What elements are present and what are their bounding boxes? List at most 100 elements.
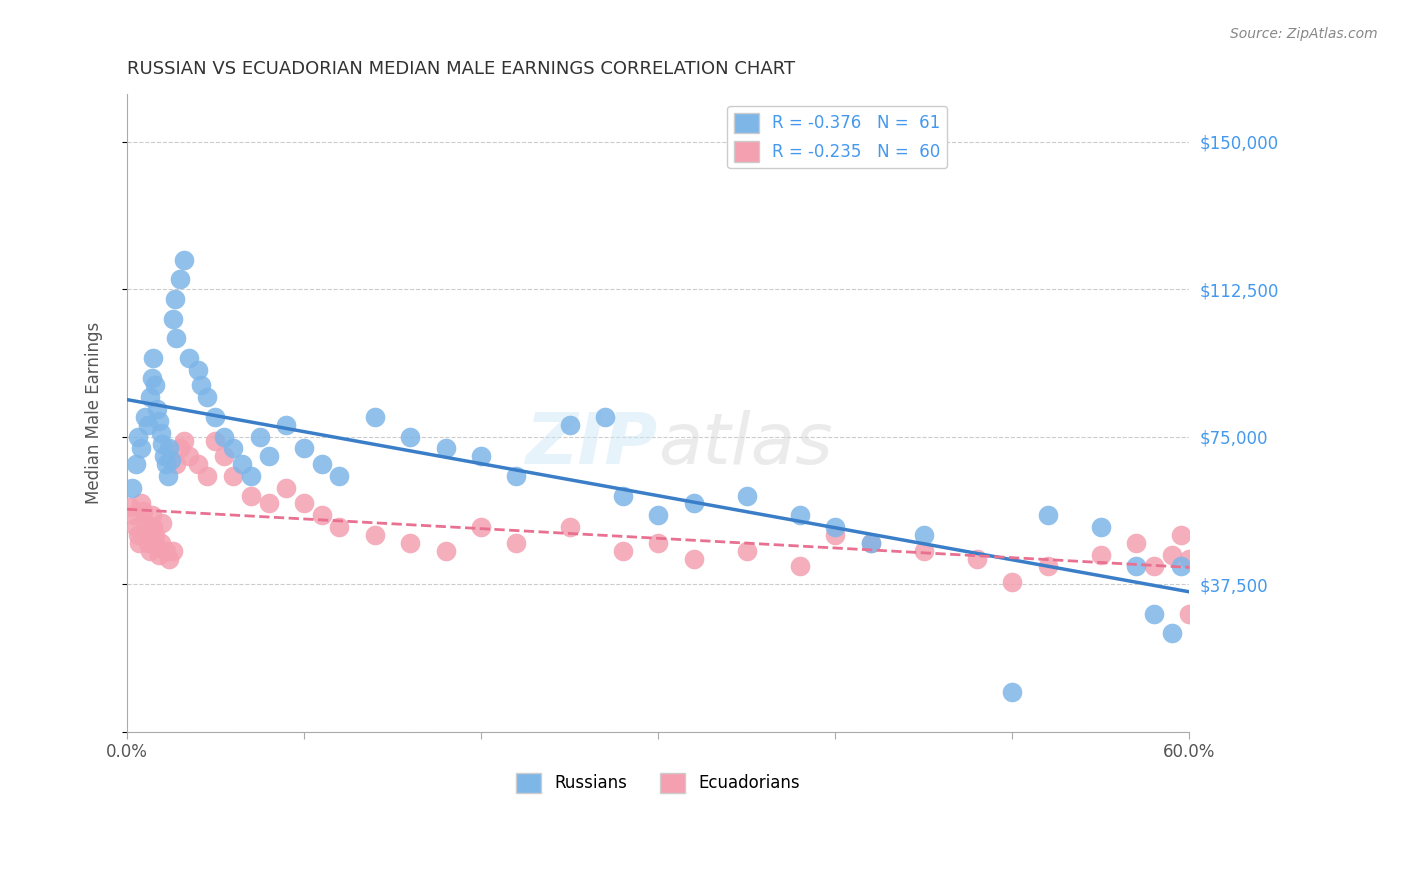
Point <box>1143 559 1166 574</box>
Point <box>735 543 758 558</box>
Point <box>204 409 226 424</box>
Point <box>177 351 200 365</box>
Point <box>505 469 527 483</box>
Legend: Russians, Ecuadorians: Russians, Ecuadorians <box>509 766 807 799</box>
Point <box>612 543 634 558</box>
Point <box>399 429 422 443</box>
Point <box>1125 535 1147 549</box>
Point <box>214 429 236 443</box>
Point <box>222 469 245 483</box>
Point <box>187 457 209 471</box>
Point <box>682 551 704 566</box>
Point <box>155 457 177 471</box>
Point <box>647 508 669 523</box>
Point <box>239 469 262 483</box>
Point <box>470 449 492 463</box>
Point <box>125 457 148 471</box>
Point <box>1001 575 1024 590</box>
Point <box>162 543 184 558</box>
Point <box>177 449 200 463</box>
Point <box>148 414 170 428</box>
Point <box>1170 528 1192 542</box>
Point <box>162 311 184 326</box>
Point <box>142 520 165 534</box>
Point <box>1036 508 1059 523</box>
Point <box>399 535 422 549</box>
Point <box>328 520 350 534</box>
Point <box>163 292 186 306</box>
Point <box>160 453 183 467</box>
Point <box>125 520 148 534</box>
Point <box>169 442 191 456</box>
Point <box>1143 607 1166 621</box>
Point <box>204 434 226 448</box>
Point <box>859 535 882 549</box>
Point <box>470 520 492 534</box>
Point <box>195 390 218 404</box>
Point <box>136 417 159 432</box>
Point <box>231 457 253 471</box>
Point <box>311 508 333 523</box>
Point <box>136 535 159 549</box>
Point <box>612 489 634 503</box>
Point <box>190 378 212 392</box>
Point <box>214 449 236 463</box>
Point <box>155 543 177 558</box>
Point <box>292 442 315 456</box>
Point <box>157 442 180 456</box>
Point <box>222 442 245 456</box>
Point <box>276 417 298 432</box>
Point <box>187 362 209 376</box>
Point <box>1090 548 1112 562</box>
Point <box>150 516 173 530</box>
Point <box>912 543 935 558</box>
Point <box>1178 607 1201 621</box>
Point <box>128 535 150 549</box>
Point <box>157 551 180 566</box>
Point <box>966 551 988 566</box>
Point <box>593 409 616 424</box>
Point <box>141 508 163 523</box>
Point <box>146 540 169 554</box>
Point <box>505 535 527 549</box>
Point <box>149 425 172 440</box>
Point <box>249 429 271 443</box>
Point <box>558 417 581 432</box>
Point <box>139 543 162 558</box>
Point <box>195 469 218 483</box>
Point <box>139 390 162 404</box>
Point <box>824 520 846 534</box>
Point <box>122 508 145 523</box>
Point <box>150 437 173 451</box>
Text: ZIP: ZIP <box>526 410 658 479</box>
Point <box>146 402 169 417</box>
Point <box>141 370 163 384</box>
Point <box>173 252 195 267</box>
Point <box>257 449 280 463</box>
Point <box>120 500 142 515</box>
Point <box>1170 559 1192 574</box>
Point <box>239 489 262 503</box>
Point <box>132 504 155 518</box>
Point <box>166 331 188 345</box>
Point <box>276 481 298 495</box>
Point <box>127 528 149 542</box>
Point <box>364 409 387 424</box>
Point <box>166 457 188 471</box>
Point <box>134 516 156 530</box>
Point <box>364 528 387 542</box>
Point <box>434 543 457 558</box>
Point <box>328 469 350 483</box>
Point <box>1160 548 1182 562</box>
Point <box>156 469 179 483</box>
Text: Source: ZipAtlas.com: Source: ZipAtlas.com <box>1230 27 1378 41</box>
Point <box>149 535 172 549</box>
Point <box>912 528 935 542</box>
Point <box>153 449 176 463</box>
Point <box>135 528 157 542</box>
Point <box>789 559 811 574</box>
Point <box>121 481 143 495</box>
Point <box>311 457 333 471</box>
Point <box>1036 559 1059 574</box>
Text: atlas: atlas <box>658 410 832 479</box>
